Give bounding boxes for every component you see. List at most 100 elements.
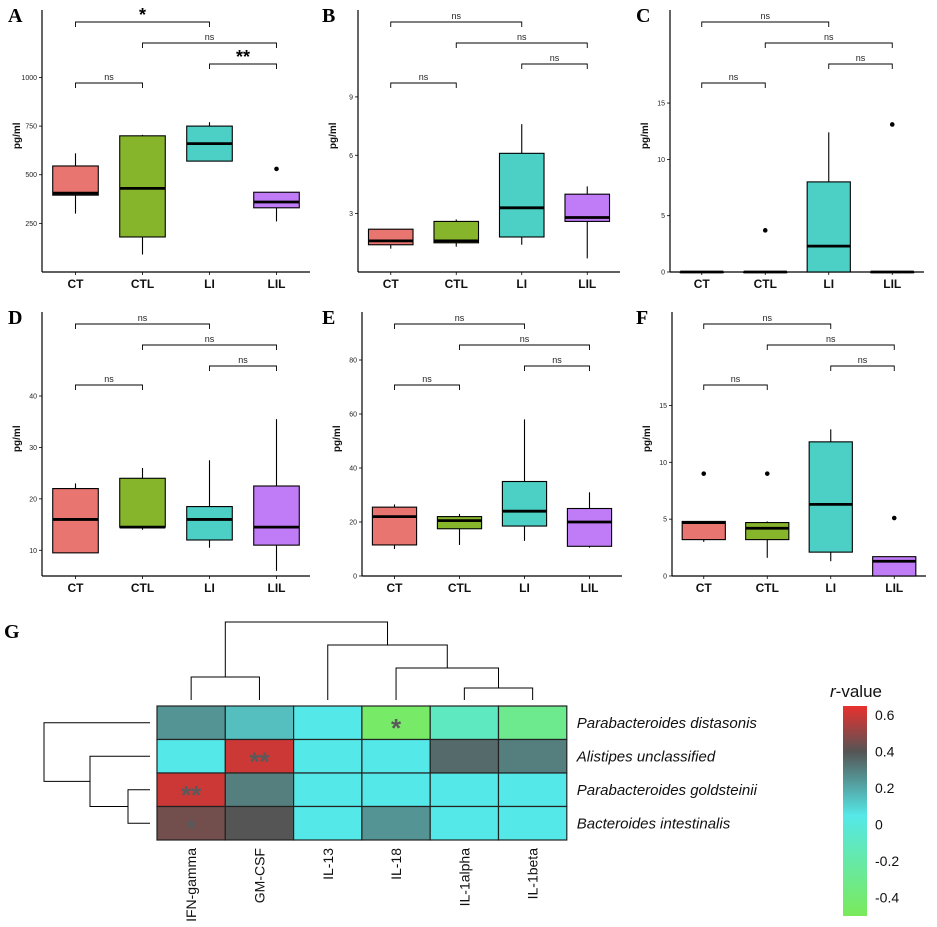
significance-label: ns xyxy=(520,334,530,344)
heatmap-cell xyxy=(156,705,226,741)
y-tick-label: 15 xyxy=(659,403,667,410)
x-tick-label: CT xyxy=(68,581,85,595)
bracket-line xyxy=(521,63,588,69)
column-label: GM-CSF xyxy=(251,848,267,903)
comparison-bracket: ns xyxy=(703,374,768,390)
outlier-point xyxy=(764,471,770,476)
box-ct xyxy=(679,270,724,274)
bracket-line xyxy=(764,42,893,48)
comparison-bracket: ns xyxy=(764,32,893,48)
box-body xyxy=(119,477,166,528)
boxplot-panel-c: C 0 5 10 15 pg/ml CT CTL LI LIL ns ns ns ns xyxy=(636,5,924,291)
row-dendrogram-branch xyxy=(127,789,150,824)
x-tick-label: CT xyxy=(68,277,85,291)
box-body xyxy=(436,516,483,530)
x-tick-label: CTL xyxy=(131,277,154,291)
outlier-point xyxy=(701,471,707,476)
significance-label: ns xyxy=(205,32,215,42)
significance-label: * xyxy=(139,5,146,25)
comparison-bracket: ns xyxy=(455,32,588,48)
box-ct xyxy=(52,483,99,554)
y-tick-label: 0 xyxy=(353,574,357,581)
significance-label: ns xyxy=(138,313,148,323)
heatmap-cell xyxy=(429,772,500,808)
x-tick-label: CT xyxy=(694,277,711,291)
x-tick-label: CT xyxy=(387,581,404,595)
box-li xyxy=(186,122,233,162)
x-tick-label: CTL xyxy=(448,581,471,595)
box-li xyxy=(186,460,233,548)
significance-label: ns xyxy=(760,11,770,21)
box-body xyxy=(806,181,851,273)
comparison-bracket: ns xyxy=(459,334,590,350)
significance-label: ns xyxy=(550,53,560,63)
box-body xyxy=(253,485,300,546)
column-dendrogram-branch xyxy=(395,667,499,700)
bracket-line xyxy=(142,42,277,48)
boxplot-panel-b: B 3 6 9 pg/ml CT CTL LI LIL ns ns ns ns xyxy=(322,5,620,291)
comparison-bracket: ns xyxy=(142,334,277,350)
row-label: Parabacteroides distasonis xyxy=(577,715,758,732)
x-tick-label: LIL xyxy=(581,581,599,595)
y-axis-label: pg/ml xyxy=(12,425,23,452)
y-tick-label: 750 xyxy=(25,124,37,131)
x-tick-label: CT xyxy=(383,277,400,291)
significance-label: ns xyxy=(826,334,836,344)
legend-tick-label: 0.4 xyxy=(875,744,895,760)
comparison-bracket: ns xyxy=(830,355,895,371)
column-dendrogram-branch xyxy=(463,687,534,700)
bracket-line xyxy=(75,21,210,27)
boxplot-panel-f: F 0 5 10 15 pg/ml CT CTL LI LIL ns ns ns ns xyxy=(636,307,926,595)
legend-tick-label: 0.6 xyxy=(875,707,895,723)
heatmap-cell xyxy=(497,738,568,774)
comparison-bracket: ns xyxy=(394,374,460,390)
significance-label: ns xyxy=(552,355,562,365)
comparison-bracket: ns xyxy=(828,53,893,69)
panel-label: C xyxy=(636,5,650,27)
column-label: IFN-gamma xyxy=(183,848,199,922)
column-dendrogram-branch xyxy=(224,621,389,677)
box-body xyxy=(566,507,613,547)
bracket-line xyxy=(209,365,277,371)
comparison-bracket: ns xyxy=(209,355,277,371)
y-tick-label: 5 xyxy=(661,213,665,220)
y-tick-label: 40 xyxy=(349,466,357,473)
significance-label: ns xyxy=(205,334,215,344)
x-tick-label: CTL xyxy=(756,581,779,595)
y-axis-label: pg/ml xyxy=(640,122,651,149)
box-lil xyxy=(564,186,611,259)
row-label: Alistipes unclassified xyxy=(576,748,716,765)
heatmap-cell xyxy=(429,805,500,841)
bracket-line xyxy=(701,21,830,27)
outlier-point xyxy=(891,515,897,521)
y-tick-label: 0 xyxy=(663,574,667,581)
box-body xyxy=(186,506,233,541)
heatmap-cell xyxy=(224,772,295,808)
x-tick-label: LIL xyxy=(885,581,903,595)
comparison-bracket: ns xyxy=(524,355,590,371)
comparison-bracket: ns xyxy=(701,11,830,27)
column-label: IL-1beta xyxy=(525,848,541,900)
y-tick-label: 30 xyxy=(29,445,37,452)
box-ctl xyxy=(743,228,788,274)
significance-label: ns xyxy=(858,355,868,365)
bracket-line xyxy=(75,82,143,88)
bracket-line xyxy=(142,344,277,350)
legend-tick-label: 0 xyxy=(875,817,883,833)
comparison-bracket: ns xyxy=(766,334,895,350)
significance-star: * xyxy=(186,813,197,843)
box-body xyxy=(253,191,300,209)
box-body xyxy=(808,441,853,553)
box-li xyxy=(806,132,851,273)
bracket-line xyxy=(524,365,590,371)
box-lil xyxy=(253,166,300,222)
x-tick-label: LIL xyxy=(883,277,901,291)
significance-star: ** xyxy=(249,746,270,776)
x-tick-label: CTL xyxy=(445,277,468,291)
box-body xyxy=(371,506,418,546)
x-tick-label: LI xyxy=(823,277,834,291)
heatmap-cell xyxy=(361,738,431,774)
y-axis-label: pg/ml xyxy=(332,425,343,452)
significance-label: ns xyxy=(455,313,465,323)
box-lil xyxy=(870,122,915,274)
